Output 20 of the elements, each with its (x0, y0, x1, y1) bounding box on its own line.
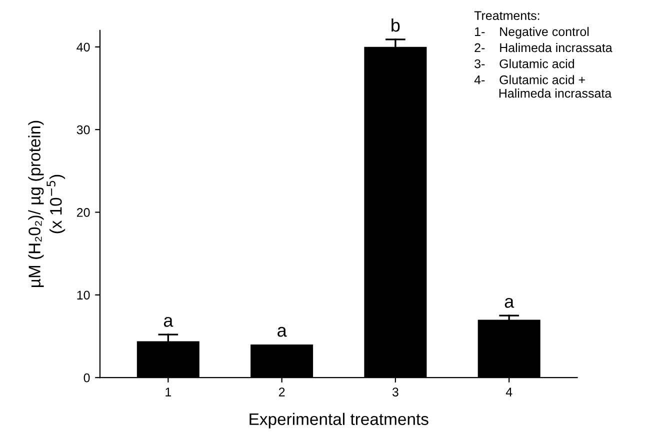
annotation: a (504, 298, 514, 308)
y-tick-label: 30 (76, 125, 90, 134)
y-tick-label: 20 (76, 208, 90, 217)
y-tick-label: 0 (84, 373, 90, 382)
annotation: 2- Halimeda incrassata (474, 42, 612, 52)
y-tick-label: 40 (76, 42, 90, 52)
y-tick-label: 10 (77, 290, 90, 300)
x-tick-label: 2 (278, 388, 285, 396)
y-axis-title: µM (H₂0₂)/ µg (protein) (x 10$^{−5}$) (28, 120, 66, 287)
text: Treatments: (474, 11, 540, 20)
annotation: a (278, 326, 287, 337)
annotation: b (392, 18, 400, 32)
x-tick-label: 1 (166, 388, 172, 396)
annotation: 3- Glutamic acid (474, 59, 574, 68)
annotation: a (164, 316, 174, 327)
x-tick-label: 3 (392, 388, 398, 396)
x-tick-label: 4 (506, 388, 512, 396)
annotation: 4- Glutamic acid + Halimeda incrassata (474, 75, 612, 98)
x-axis-title: Experimental treatments (250, 412, 428, 428)
annotation: 1- Negative control (475, 26, 589, 39)
